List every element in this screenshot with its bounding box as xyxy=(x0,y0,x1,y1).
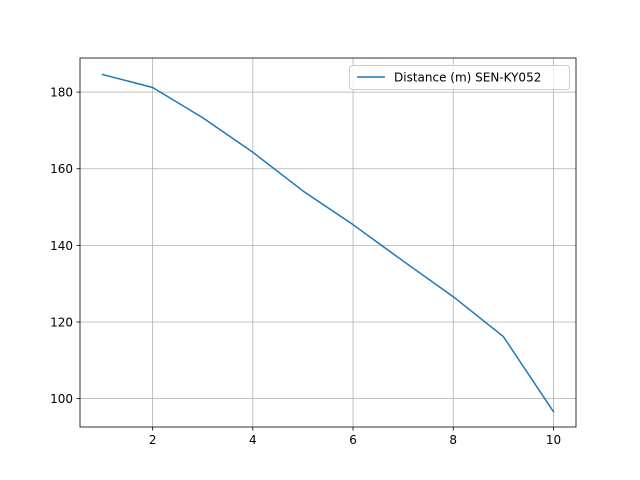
x-tick-label: 10 xyxy=(546,433,561,447)
x-tick-label: 8 xyxy=(449,433,457,447)
series-line xyxy=(101,73,555,413)
x-tick-label: 2 xyxy=(149,433,157,447)
legend: Distance (m) SEN-KY052 xyxy=(349,65,570,90)
legend-label: Distance (m) SEN-KY052 xyxy=(394,71,541,85)
y-tick-label: 160 xyxy=(50,162,73,176)
x-tick-label: 6 xyxy=(349,433,357,447)
y-tick-label: 100 xyxy=(50,392,73,406)
y-tick-label: 120 xyxy=(50,316,73,330)
grid-lines xyxy=(80,58,576,427)
legend-box xyxy=(349,65,570,90)
series-layer xyxy=(101,73,555,413)
x-tick-label: 4 xyxy=(249,433,257,447)
axis-ticks: 2 4 6 8 10 100 120 140 160 180 xyxy=(50,86,561,447)
y-tick-label: 180 xyxy=(50,86,73,100)
y-tick-label: 140 xyxy=(50,239,73,253)
axes-frame xyxy=(79,57,577,428)
